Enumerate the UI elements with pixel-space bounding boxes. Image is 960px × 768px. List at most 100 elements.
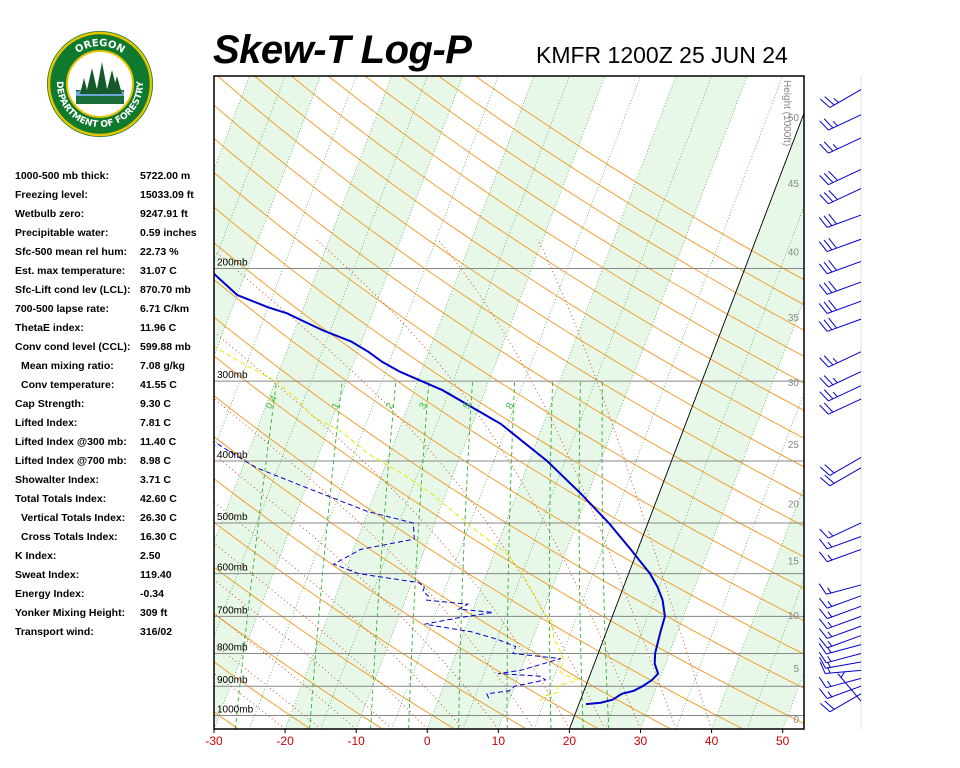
wind-barb-flag [819, 661, 826, 674]
isotherm-line [214, 76, 428, 637]
height-tick-label: 15 [788, 556, 800, 567]
index-label: Conv temperature: [21, 379, 115, 391]
height-axis-label: Height (1000ft) [781, 80, 792, 146]
wind-barb-staff [827, 536, 862, 550]
wind-barb [819, 188, 862, 205]
index-row: Vertical Totals Index: 26.30 C [15, 510, 215, 529]
wind-barb [820, 467, 862, 487]
height-tick-label: 50 [788, 113, 800, 124]
isotherm-line [214, 76, 286, 264]
dry-adiabat [217, 76, 804, 468]
wind-barb [818, 605, 862, 620]
index-label: Energy Index: [15, 588, 85, 600]
wind-barb [818, 299, 862, 314]
index-value: 5722.00 m [140, 170, 191, 182]
wind-barb-flag [823, 192, 834, 203]
wind-barb-flag [818, 643, 827, 655]
wind-barb-staff [827, 595, 862, 609]
isotherm-band [0, 76, 178, 729]
x-tick-label: -10 [347, 734, 365, 748]
index-label: K Index: [15, 550, 57, 562]
wind-barb [819, 351, 862, 368]
index-row: Lifted Index @300 mb: 11.40 C [15, 434, 215, 453]
wind-barb-staff [827, 635, 862, 649]
index-row: Cross Totals Index: 16.30 C [15, 529, 215, 548]
wind-barb-flag [828, 170, 838, 181]
wind-barb [818, 280, 862, 295]
height-tick-label: 5 [793, 664, 799, 675]
index-row: Total Totals Index: 42.60 C [15, 491, 215, 510]
index-value: 31.07 C [140, 265, 177, 277]
wind-barb [818, 643, 862, 655]
x-tick-label: 30 [634, 734, 648, 748]
wind-barb-flag [819, 656, 826, 669]
mixing-ratio-line [234, 381, 278, 729]
plot-area [0, 76, 804, 729]
wind-barb-flag [823, 261, 833, 273]
wind-barb-flag [828, 190, 838, 200]
pressure-label: 400mb [217, 450, 248, 461]
wind-barb-flag [818, 637, 828, 649]
wind-barb-flag [823, 319, 833, 331]
index-row: Transport wind: 316/02 [15, 624, 215, 643]
height-tick-label: 40 [788, 247, 800, 258]
index-row: Sweat Index: 119.40 [15, 567, 215, 586]
dry-adiabat [290, 76, 804, 411]
isotherm-line [426, 76, 677, 729]
wind-barb-flag [823, 173, 834, 183]
dry-adiabat [254, 76, 804, 439]
wind-barb-flag [828, 213, 837, 225]
wind-barb-half-flag [832, 144, 838, 150]
wind-barb [818, 260, 862, 275]
wind-barb-half-flag [827, 601, 833, 607]
index-label: Sfc-500 mean rel hum: [15, 246, 128, 258]
index-value: 22.73 % [140, 246, 179, 258]
index-label: ThetaE index: [15, 322, 84, 334]
wind-barb-half-flag [832, 377, 838, 384]
index-label: 700-500 lapse rate: [15, 303, 109, 315]
mixing-ratio-line [578, 381, 584, 729]
wind-barb-staff [827, 615, 862, 630]
index-label: Est. max temperature: [15, 265, 126, 277]
mixing-ratio-label: 5 [462, 401, 475, 411]
wind-barb [818, 237, 862, 253]
wind-barb-flag [823, 355, 834, 366]
index-value: 11.96 C [140, 322, 177, 334]
wind-barb-staff [829, 89, 862, 108]
wind-barb-flag [818, 303, 828, 314]
wind-barb-half-flag [827, 621, 833, 628]
wind-barb [819, 114, 862, 131]
index-row: K Index: 2.50 [15, 548, 215, 567]
wind-barb-half-flag [827, 611, 833, 618]
wind-barb-flag [823, 118, 834, 129]
wind-barb-flag [823, 375, 834, 386]
index-value: 15033.09 ft [140, 189, 194, 201]
index-row: Wetbulb zero: 9247.91 ft [15, 206, 215, 225]
wind-barb-flag [823, 239, 833, 251]
wind-barb-staff [828, 371, 862, 388]
wind-barb [820, 457, 862, 476]
wind-barb-half-flag [827, 691, 833, 698]
stability-indices-panel: 1000-500 mb thick: 5722.00 m Freezing leve… [15, 168, 215, 643]
index-label: Vertical Totals Index: [21, 512, 126, 524]
wind-barb-staff [828, 398, 862, 415]
wind-barb-staff [837, 673, 862, 702]
index-label: Sweat Index: [15, 569, 80, 581]
wind-barb-flag [823, 215, 833, 226]
wind-barb-half-flag [840, 671, 845, 678]
mixing-ratio-line [408, 381, 430, 729]
moist-adiabat [537, 239, 713, 729]
index-value: 8.98 C [140, 455, 171, 467]
wind-barb-staff [827, 605, 862, 620]
index-value: 2.50 [140, 550, 161, 562]
index-value: 7.81 C [140, 417, 171, 429]
wind-barb-staff [828, 385, 862, 402]
isotherm-line [0, 76, 179, 729]
dry-adiabat [214, 566, 455, 729]
wind-barb [818, 625, 862, 639]
wind-barb-flag [818, 284, 828, 295]
wind-barb-staff [827, 281, 862, 295]
index-value: 9.30 C [140, 398, 171, 410]
isotherm-line [0, 76, 1, 729]
